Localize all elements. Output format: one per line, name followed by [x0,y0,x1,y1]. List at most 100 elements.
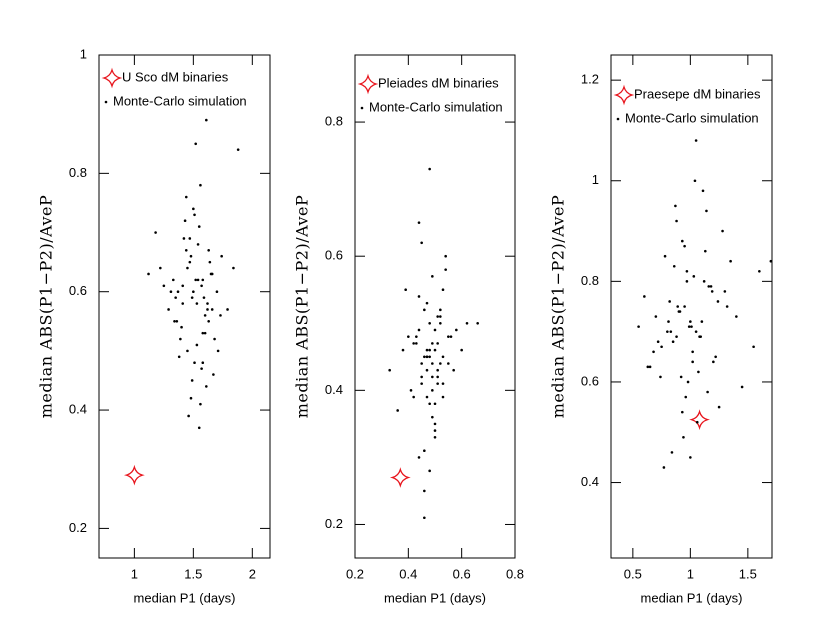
dot-marker [705,209,708,213]
dot-marker [197,426,201,430]
legend-marker [101,67,123,89]
dot-marker [465,321,469,325]
dot-marker [444,254,447,258]
dot-marker [202,296,206,299]
dot-marker [436,382,439,385]
dot-marker [186,266,189,270]
dot-marker [444,268,447,271]
dot-marker [433,402,437,406]
dot-marker [441,395,445,399]
dot-marker [695,420,699,424]
dot-marker [723,290,727,293]
dot-marker [226,308,229,311]
dot-marker [431,389,434,392]
dot-marker [415,335,418,338]
dot-marker [177,355,181,359]
dot-marker [423,516,426,520]
dot-marker [717,405,721,409]
legend-marker [104,100,108,104]
legend-marker [613,84,635,106]
dot-marker [425,301,429,305]
x-axis-label: median P1 (days) [134,590,236,605]
dot-marker [694,139,698,142]
dot-marker [769,259,773,263]
dot-marker [439,308,442,312]
legend-label: Monte-Carlo simulation [113,93,247,108]
legend-marker [357,73,379,95]
dot-marker [449,335,453,338]
dot-marker [175,319,179,323]
dot-marker [412,342,415,345]
dot-marker [668,300,671,303]
dot-marker [682,435,685,439]
dot-marker [215,290,219,294]
dot-marker [729,259,732,263]
plot-frame [610,54,773,559]
dot-marker [193,213,196,217]
panel: 1 1.5 2 0.2 0.4 0.6 0.8 1 median P1 (days) median… [37,46,271,605]
dot-marker [194,142,198,146]
legend-item: U Sco dM binaries [101,67,229,89]
dot-marker [404,288,407,292]
dot-marker [209,272,213,276]
dot-marker [193,361,196,365]
dot-marker [203,331,207,335]
legend-marker [360,106,364,110]
x-tick-label: 0.6 [453,566,471,581]
dot-marker [441,355,445,359]
dot-marker [431,375,434,379]
dot-marker [407,335,410,338]
y-axis-label: median ABS(P1−P2)/AveP [37,195,56,419]
dot-marker [232,266,235,270]
legend-label: Praesepe dM binaries [634,86,761,101]
y-tick-label: 0.6 [581,373,599,388]
y-tick-label: 0.8 [325,114,343,129]
dot-marker [758,269,761,273]
legend-label: Pleiades dM binaries [378,75,499,90]
dot-marker [706,390,709,394]
dot-marker [707,285,711,288]
dot-marker [417,456,421,459]
dot-marker [212,373,215,376]
dot-marker [147,272,150,276]
dot-marker [180,325,183,329]
dot-marker [428,321,431,325]
dot-marker [441,382,445,385]
dot-marker [423,308,426,312]
dot-marker [693,179,697,183]
x-tick-label: 0.8 [506,566,524,581]
dot-marker [213,337,216,341]
dot-marker [203,314,207,317]
dot-marker [700,320,704,323]
dot-marker [679,375,683,379]
dot-marker [183,219,187,222]
dot-marker [439,315,442,318]
plot-frame [354,54,516,559]
dot-marker [433,429,437,432]
dot-marker [663,254,667,258]
dot-marker [425,355,429,359]
dot-marker [179,337,182,341]
dot-marker [431,342,434,345]
dot-marker [188,260,192,264]
dot-marker [692,275,696,278]
legend-label: Monte-Carlo simulation [369,99,503,114]
dot-marker [190,379,194,382]
dot-marker [716,300,720,303]
x-axis-label: median P1 (days) [384,590,486,605]
dot-marker [666,330,669,333]
dot-marker [476,321,479,325]
dot-marker [420,375,423,379]
dot-marker [420,362,423,365]
dot-marker [660,345,663,349]
dot-marker [207,319,210,323]
dot-marker [428,469,431,473]
dot-marker [167,308,170,311]
dot-marker [171,278,175,282]
dot-marker [690,325,693,328]
dot-marker [431,362,434,365]
dot-marker [196,278,200,282]
panel: 0.5 1 1.5 0.4 0.6 0.8 1 1.2 median P1 (days) medi… [549,54,773,605]
y-tick-label: 1 [80,46,87,61]
x-tick-label: 2 [249,566,256,581]
